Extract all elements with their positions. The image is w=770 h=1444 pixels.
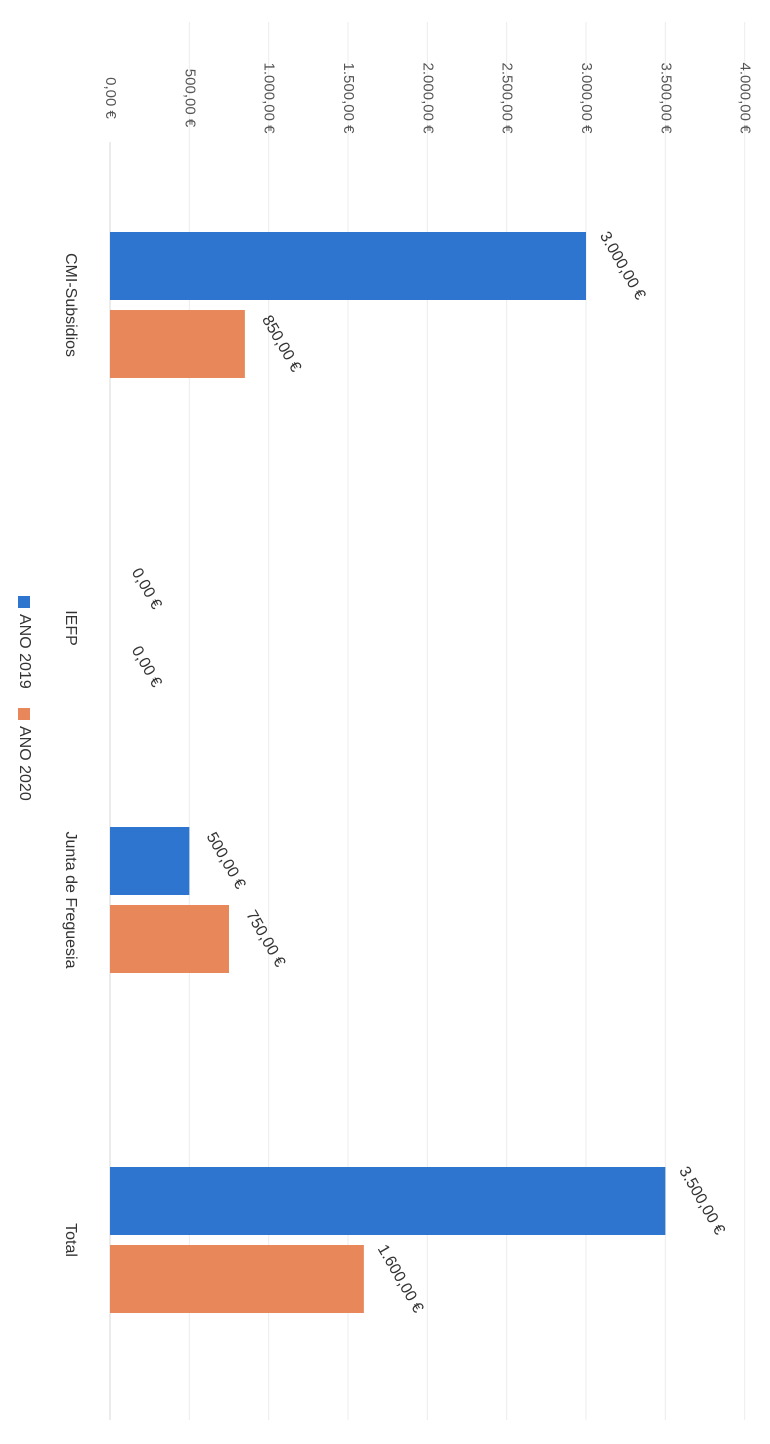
value-axis-ticks: 0,00 € 500,00 € 1.000,00 € 1.500,00 € 2.000,… [102, 63, 754, 135]
tick-label: 1.500,00 € [340, 63, 357, 135]
legend-label: ANO 2019 [16, 614, 33, 689]
legend-swatch [18, 708, 30, 720]
category-label: CMI-Subsidios [62, 253, 79, 357]
category-label: IEFP [62, 610, 79, 646]
data-label: 0,00 € [128, 643, 165, 690]
category-label: Junta de Freguesia [62, 832, 79, 969]
legend: ANO 2019 ANO 2020 [16, 596, 33, 801]
bar-2019 [110, 1167, 666, 1235]
data-label: 1.600,00 € [374, 1242, 427, 1316]
category-label: Total [62, 1223, 79, 1257]
bar-2020 [110, 310, 245, 378]
tick-label: 2.000,00 € [419, 63, 436, 135]
tick-label: 3.500,00 € [657, 63, 674, 135]
bar-2020 [110, 905, 230, 973]
data-label: 3.500,00 € [675, 1164, 728, 1238]
data-label: 0,00 € [128, 565, 165, 612]
tick-label: 500,00 € [181, 69, 198, 128]
tick-label: 3.000,00 € [578, 63, 595, 135]
tick-label: 2.500,00 € [499, 63, 516, 135]
bars [110, 232, 666, 1313]
bar-2019 [110, 827, 190, 895]
category-axis-labels: CMI-Subsidios IEFP Junta de Freguesia Total [62, 253, 79, 1257]
bar-2019 [110, 232, 587, 300]
data-label: 850,00 € [258, 313, 304, 376]
tick-label: 0,00 € [102, 77, 119, 119]
bar-2020 [110, 1245, 364, 1313]
data-label: 500,00 € [203, 830, 249, 893]
data-label: 750,00 € [242, 908, 288, 971]
legend-label: ANO 2020 [16, 726, 33, 801]
data-label: 3.000,00 € [596, 229, 649, 303]
tick-label: 1.000,00 € [261, 63, 278, 135]
tick-label: 4.000,00 € [737, 63, 754, 135]
legend-swatch [18, 596, 30, 608]
